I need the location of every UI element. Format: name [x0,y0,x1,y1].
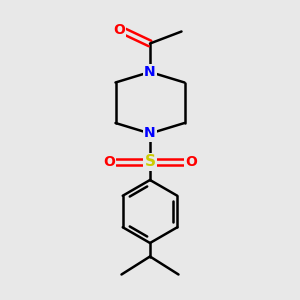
Text: O: O [185,155,197,169]
Text: S: S [145,154,155,169]
Text: O: O [103,155,115,169]
Text: O: O [113,23,125,37]
Text: N: N [144,65,156,79]
Text: N: N [144,127,156,140]
